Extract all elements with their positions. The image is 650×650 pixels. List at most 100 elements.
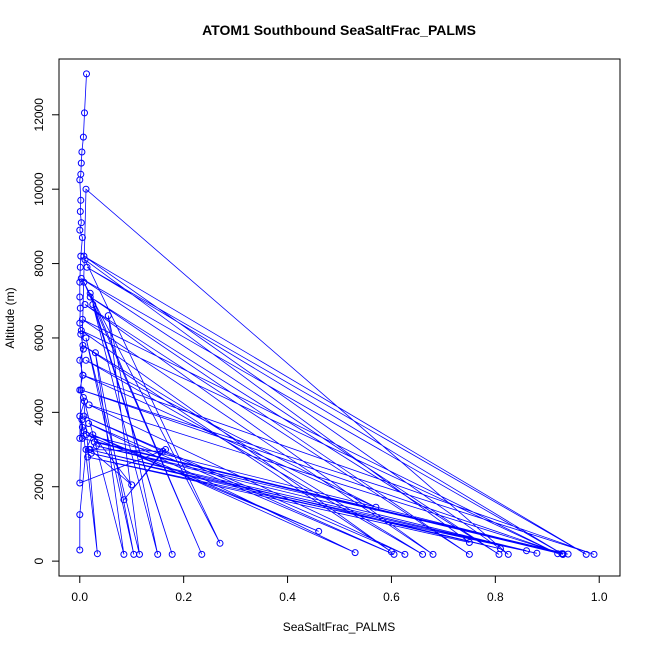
data-point	[77, 330, 85, 338]
data-point	[76, 208, 84, 215]
data-point	[90, 438, 98, 446]
data-point	[76, 278, 84, 286]
data-point	[429, 550, 437, 558]
data-point	[77, 159, 85, 167]
y-axis: 0 2000 4000 6000 8000 10000 12000	[32, 98, 60, 564]
data-point	[81, 256, 89, 264]
data-point	[81, 397, 88, 405]
x-tick-label: 1.0	[591, 590, 608, 604]
data-point	[465, 539, 473, 546]
data-point	[80, 278, 88, 286]
y-tick-label: 2000	[32, 473, 46, 500]
data-point	[82, 446, 90, 453]
data-point	[79, 345, 87, 353]
data-point	[83, 70, 90, 78]
data-point	[82, 356, 90, 364]
data-point	[76, 546, 84, 554]
data-point	[78, 148, 86, 156]
data-point	[78, 315, 86, 323]
data-point	[79, 341, 87, 349]
data-point	[78, 434, 86, 442]
data-point	[198, 550, 206, 558]
data-point	[82, 334, 90, 342]
data-point	[89, 301, 97, 308]
data-point	[84, 453, 92, 461]
data-point	[80, 252, 88, 260]
data-point	[168, 550, 176, 558]
data-point	[79, 371, 87, 379]
data-point	[80, 412, 88, 420]
series-lines	[79, 73, 595, 555]
data-point	[86, 446, 94, 453]
x-tick-label: 0.6	[383, 590, 400, 604]
data-point	[523, 547, 530, 555]
x-axis-label: SeaSaltFrac_PALMS	[283, 620, 396, 634]
data-point	[92, 442, 100, 450]
data-point	[79, 394, 87, 401]
data-point	[120, 496, 128, 504]
data-point	[76, 226, 84, 234]
data-point	[497, 545, 504, 553]
data-point	[78, 234, 86, 241]
data-point	[91, 349, 99, 357]
data-point	[419, 550, 427, 558]
data-point	[465, 550, 473, 558]
data-point	[81, 301, 89, 308]
data-point	[559, 550, 567, 558]
data-point	[76, 293, 84, 301]
x-tick-label: 0.4	[279, 590, 296, 604]
data-point	[89, 431, 97, 439]
data-point	[79, 133, 87, 141]
data-point	[130, 550, 138, 558]
data-point	[85, 401, 93, 409]
data-point	[77, 219, 85, 227]
data-point	[504, 550, 512, 558]
data-point	[590, 550, 598, 558]
data-point	[76, 434, 84, 442]
data-point	[86, 289, 94, 297]
x-tick-label: 0.0	[71, 590, 88, 604]
data-point	[81, 109, 88, 117]
data-point	[533, 549, 541, 557]
data-point	[83, 263, 91, 271]
x-axis: 0.0 0.2 0.4 0.6 0.8 1.0	[71, 575, 608, 604]
data-point	[77, 386, 85, 394]
data-point	[80, 427, 88, 435]
y-tick-label: 8000	[32, 250, 46, 277]
data-point	[76, 412, 84, 420]
data-point	[78, 423, 86, 431]
data-point	[76, 511, 84, 519]
data-point	[564, 550, 572, 558]
data-point	[159, 447, 167, 455]
data-point	[582, 550, 590, 558]
data-point	[128, 481, 136, 489]
data-point	[104, 312, 112, 320]
data-point	[85, 420, 93, 427]
data-point	[351, 549, 359, 557]
data-point	[77, 252, 85, 260]
data-point	[93, 550, 101, 558]
y-tick-label: 4000	[32, 399, 46, 426]
x-tick-label: 0.2	[175, 590, 192, 604]
data-point	[554, 550, 562, 558]
chart-title: ATOM1 Southbound SeaSaltFrac_PALMS	[202, 22, 476, 38]
data-point	[76, 176, 84, 184]
data-point	[86, 293, 94, 301]
data-point	[390, 550, 398, 558]
data-point	[77, 196, 85, 204]
data-point	[82, 431, 90, 439]
data-point	[372, 503, 380, 511]
data-point	[76, 263, 84, 271]
data-point	[401, 550, 409, 558]
data-point	[315, 527, 323, 535]
x-tick-label: 0.8	[487, 590, 504, 604]
y-tick-label: 6000	[32, 324, 46, 351]
data-point	[120, 550, 128, 558]
data-point	[216, 539, 224, 547]
series-line	[79, 73, 595, 555]
data-point	[82, 185, 90, 193]
y-axis-label: Altitude (m)	[3, 287, 17, 348]
data-point	[76, 479, 84, 487]
series-points	[76, 70, 598, 558]
